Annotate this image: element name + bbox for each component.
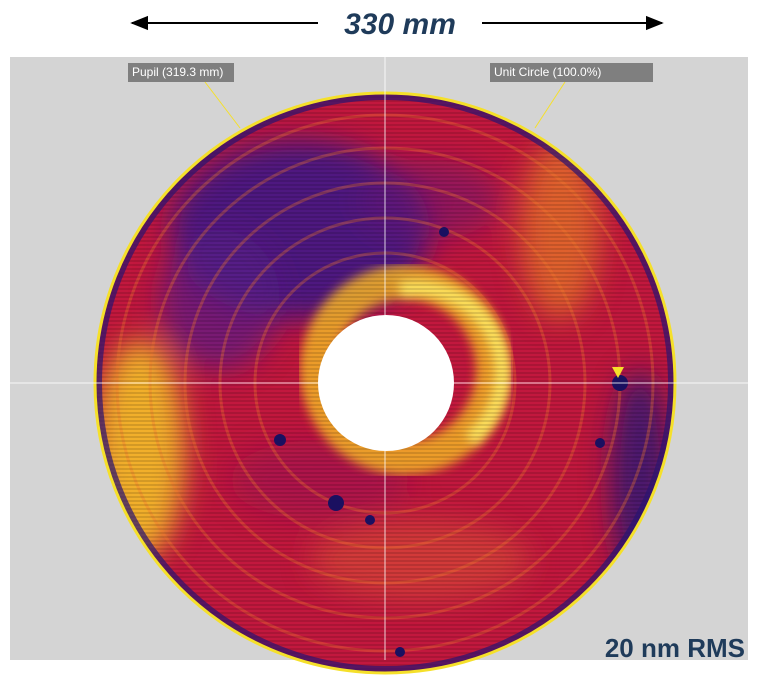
pupil-label: Pupil (319.3 mm) xyxy=(132,65,223,79)
page: {"header": {"dimension": "330 mm"}, "lab… xyxy=(0,0,758,683)
dimension-label: 330 mm xyxy=(344,8,456,41)
unit-circle-label: Unit Circle (100.0%) xyxy=(494,65,601,79)
surface-map-figure: 330 mm xyxy=(0,0,758,683)
rms-label: 20 nm RMS xyxy=(605,633,745,663)
